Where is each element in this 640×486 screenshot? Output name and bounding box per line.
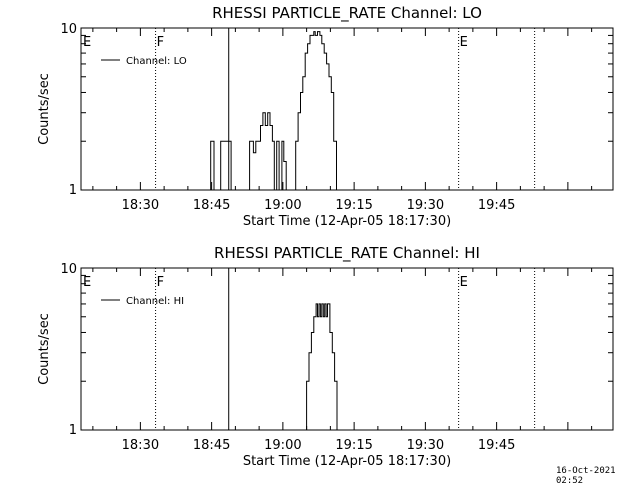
p1-title: RHESSI PARTICLE_RATE Channel: LO xyxy=(212,4,482,23)
p2-x-axis-label: Start Time (12-Apr-05 18:17:30) xyxy=(243,454,451,469)
p1-x-axis-label: Start Time (12-Apr-05 18:17:30) xyxy=(243,214,451,229)
p2-ytick-label-1: 1 xyxy=(69,423,77,438)
p2-y-axis-label: Counts/sec xyxy=(37,313,52,385)
p1-xtick-label: 18:30 xyxy=(122,198,159,213)
p2-series-line-1 xyxy=(304,303,338,431)
p1-xtick-label: 19:45 xyxy=(478,198,515,213)
p2-marker-label-2: F xyxy=(157,275,164,290)
p2-title: RHESSI PARTICLE_RATE Channel: HI xyxy=(214,244,480,263)
p2-legend-label: Channel: HI xyxy=(126,296,184,307)
p1-series-line-1 xyxy=(206,31,337,191)
p1-xtick-label: 19:00 xyxy=(264,198,301,213)
p1-marker-label-2: F xyxy=(157,35,164,50)
p1-marker-label-4: E xyxy=(460,35,468,50)
p2-marker-label-1: E xyxy=(83,275,91,290)
p1-legend-label: Channel: LO xyxy=(126,56,187,67)
timestamp-text: 16-Oct-2021 02:52 xyxy=(556,466,616,486)
p2-xtick-label: 19:00 xyxy=(264,438,301,453)
p2-marker-label-4: E xyxy=(460,275,468,290)
p1-ytick-label-1: 1 xyxy=(69,183,77,198)
p1-xtick-label: 19:15 xyxy=(335,198,372,213)
p2-xtick-label: 18:45 xyxy=(193,438,230,453)
p2-axes-frame xyxy=(80,267,614,431)
p2-ytick-label-10: 10 xyxy=(60,262,77,277)
p2-xtick-label: 19:30 xyxy=(407,438,444,453)
p2-xtick-label: 19:15 xyxy=(335,438,372,453)
p1-axes-frame xyxy=(80,27,614,191)
p1-y-axis-label: Counts/sec xyxy=(37,73,52,145)
p1-xtick-label: 19:30 xyxy=(407,198,444,213)
p2-xtick-label: 18:30 xyxy=(122,438,159,453)
p1-xtick-label: 18:45 xyxy=(193,198,230,213)
p2-xtick-label: 19:45 xyxy=(478,438,515,453)
p1-ytick-label-10: 10 xyxy=(60,22,77,37)
p1-marker-label-1: E xyxy=(83,35,91,50)
